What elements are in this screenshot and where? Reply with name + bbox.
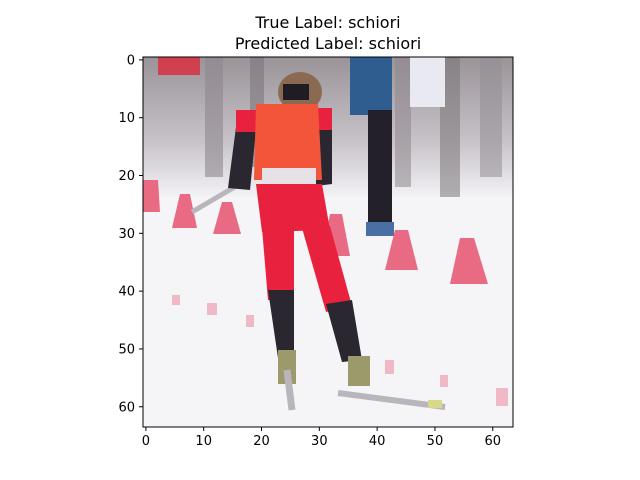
skier-hips <box>256 184 330 232</box>
x-tick-label: 0 <box>142 434 150 449</box>
skier-goggles <box>283 84 309 100</box>
red-flag <box>158 57 200 75</box>
skier-image <box>142 56 514 428</box>
tree-trunk <box>480 57 502 177</box>
y-tick-label: 40 <box>118 285 135 300</box>
y-tick-label: 60 <box>118 400 135 415</box>
tree-trunk <box>395 57 411 187</box>
banner <box>410 57 445 107</box>
course-marker-small <box>496 388 508 406</box>
true-label-title: True Label: schiori <box>254 13 400 32</box>
course-marker-small <box>207 303 217 315</box>
tree-trunk <box>205 57 223 177</box>
y-tick-label: 20 <box>118 169 135 184</box>
spectator-jacket <box>350 57 392 115</box>
x-tick-label: 20 <box>253 434 270 449</box>
skier-right-shin <box>326 300 362 362</box>
y-tick-label: 10 <box>118 111 135 126</box>
x-tick-label: 40 <box>369 434 386 449</box>
course-marker <box>143 180 160 212</box>
ski-tip <box>428 400 442 408</box>
skier-bib <box>254 104 322 180</box>
skier-right-boot <box>348 356 370 386</box>
skier-left-shin <box>268 290 294 358</box>
skier-bib-number <box>262 168 316 186</box>
y-tick-label: 50 <box>118 342 135 357</box>
skier-left-leg <box>262 228 294 300</box>
x-tick-label: 60 <box>484 434 501 449</box>
course-marker-small <box>172 295 180 305</box>
y-tick-label: 30 <box>118 227 135 242</box>
x-tick-label: 30 <box>311 434 328 449</box>
spectator-legs <box>368 110 392 225</box>
course-marker <box>450 238 488 284</box>
x-axis: 0 10 20 30 40 50 60 <box>142 427 501 449</box>
course-marker-small <box>385 360 394 374</box>
course-marker <box>172 194 197 228</box>
predicted-label-title: Predicted Label: schiori <box>235 34 421 53</box>
ski-pole <box>190 182 240 215</box>
skier-left-boot <box>278 350 296 384</box>
x-tick-label: 10 <box>195 434 212 449</box>
skier <box>190 72 446 411</box>
skier-left-ski <box>283 369 296 411</box>
course-marker <box>213 202 241 234</box>
y-tick-label: 0 <box>127 53 135 68</box>
x-tick-label: 50 <box>427 434 444 449</box>
course-marker-small <box>246 315 254 327</box>
y-axis: 0 10 20 30 40 50 60 <box>118 53 143 415</box>
spectator-boots <box>366 222 394 236</box>
course-marker <box>385 230 418 270</box>
skier-right-ski <box>337 390 446 410</box>
image-frame <box>142 56 514 428</box>
skier-right-leg <box>302 226 352 312</box>
course-marker-small <box>440 375 448 387</box>
skier-shoulder <box>236 110 256 132</box>
